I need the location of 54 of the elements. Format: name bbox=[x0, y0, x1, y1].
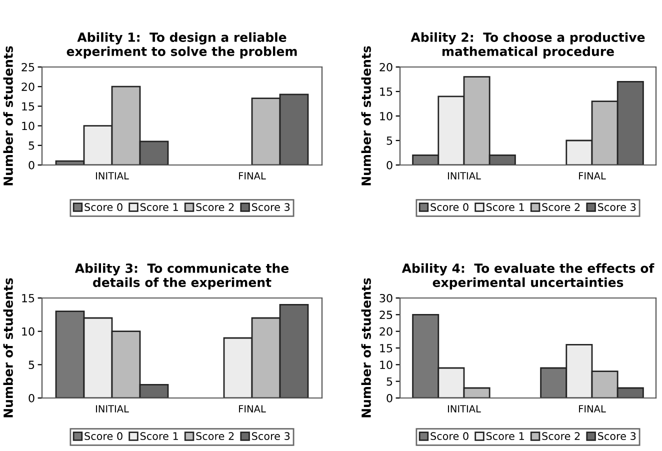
y-tick-label: 10 bbox=[380, 112, 392, 120]
y-tick-label: 10 bbox=[22, 327, 34, 336]
legend-label: Score 2 bbox=[542, 432, 580, 440]
legend-label: Score 3 bbox=[252, 203, 290, 212]
y-tick-label: 15 bbox=[380, 344, 392, 352]
y-tick-label: 0 bbox=[28, 160, 34, 170]
chart-title: Ability 1: To design a reliable experiment to solve the problem bbox=[66, 32, 297, 58]
y-tick-label: 15 bbox=[380, 88, 392, 96]
x-tick-label: INITIAL bbox=[448, 172, 481, 180]
legend-label: Score 3 bbox=[598, 432, 636, 440]
y-tick-label: 15 bbox=[22, 102, 34, 111]
legend-label: Score 3 bbox=[598, 203, 636, 212]
x-tick-label: INITIAL bbox=[96, 405, 129, 412]
x-tick-label: INITIAL bbox=[96, 172, 129, 180]
x-tick-label: FINAL bbox=[579, 405, 606, 412]
y-tick-label: 15 bbox=[22, 294, 34, 302]
y-tick-label: 30 bbox=[380, 294, 392, 302]
y-axis-title: Number of students bbox=[361, 46, 371, 186]
x-tick-label: FINAL bbox=[239, 405, 266, 412]
y-tick-label: 20 bbox=[380, 62, 392, 72]
y-tick-label: 0 bbox=[386, 160, 392, 170]
y-tick-label: 5 bbox=[28, 142, 34, 150]
y-tick-label: 0 bbox=[28, 394, 34, 402]
y-tick-label: 25 bbox=[380, 310, 392, 320]
y-axis-title: Number of students bbox=[3, 278, 13, 418]
x-tick-label: FINAL bbox=[239, 172, 266, 180]
y-axis-title: Number of students bbox=[361, 278, 371, 418]
chart-title: Ability 3: To communicate the details of the experiment bbox=[74, 263, 289, 290]
y-axis-title: Number of students bbox=[3, 46, 13, 186]
y-tick-label: 20 bbox=[22, 82, 34, 91]
legend-label: Score 0 bbox=[430, 203, 468, 212]
y-tick-label: 10 bbox=[22, 122, 34, 130]
y-tick-label: 0 bbox=[386, 394, 392, 402]
y-tick-label: 25 bbox=[22, 62, 34, 72]
chart-title: Ability 4: To evaluate the effects of experimental uncertainties bbox=[402, 263, 654, 290]
x-tick-label: FINAL bbox=[579, 172, 606, 180]
legend-label: Score 2 bbox=[196, 432, 234, 440]
chart-title: Ability 2: To choose a productive mathematical procedure bbox=[410, 32, 645, 58]
y-tick-label: 5 bbox=[386, 377, 392, 386]
y-tick-label: 5 bbox=[386, 136, 392, 145]
legend-label: Score 0 bbox=[84, 432, 122, 440]
legend-label: Score 0 bbox=[84, 203, 122, 212]
legend-label: Score 1 bbox=[140, 203, 178, 212]
legend-label: Score 1 bbox=[486, 432, 524, 440]
legend-label: Score 3 bbox=[252, 432, 290, 440]
y-tick-label: 20 bbox=[380, 327, 392, 336]
legend-label: Score 1 bbox=[140, 432, 178, 440]
legend-label: Score 2 bbox=[196, 203, 234, 212]
y-tick-label: 5 bbox=[28, 360, 34, 370]
y-tick-label: 10 bbox=[380, 360, 392, 370]
legend-label: Score 2 bbox=[542, 203, 580, 212]
legend-label: Score 1 bbox=[486, 203, 524, 212]
legend-label: Score 0 bbox=[430, 432, 468, 440]
x-tick-label: INITIAL bbox=[448, 405, 481, 412]
